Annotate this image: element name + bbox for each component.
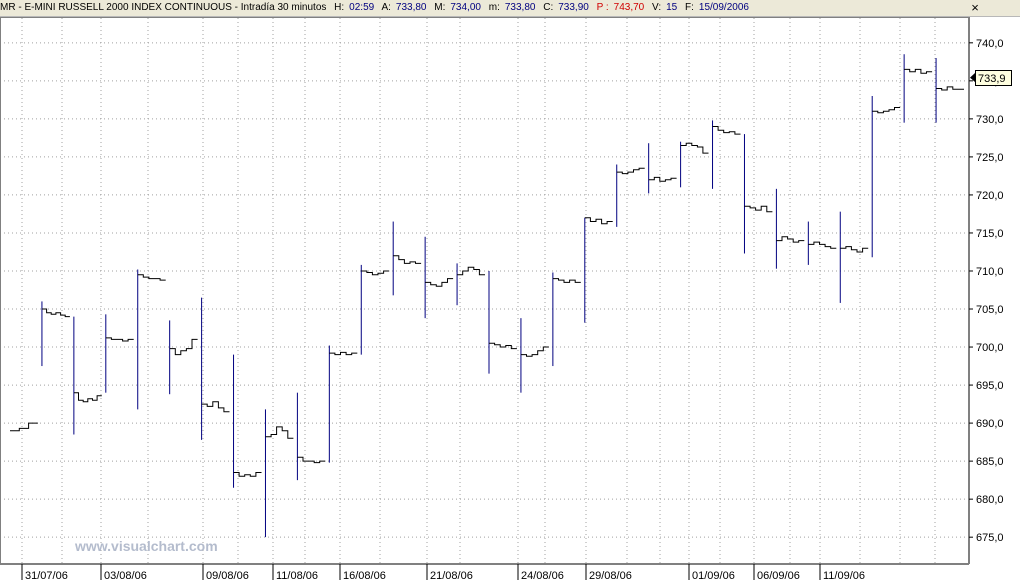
price-series — [10, 54, 964, 538]
date-label: F: — [685, 2, 694, 13]
x-tick-label: 01/09/06 — [692, 570, 735, 581]
close-value: 733,90 — [558, 2, 589, 13]
session-price-line — [265, 426, 294, 439]
session-price-line — [776, 236, 805, 243]
axis-panel — [969, 17, 1020, 581]
x-tick-label: 09/08/06 — [206, 570, 249, 581]
y-tick-label: 715,0 — [976, 228, 1004, 240]
x-tick-label: 11/09/06 — [823, 570, 865, 581]
session-price-line — [872, 107, 901, 114]
y-tick-label: 675,0 — [976, 532, 1004, 544]
session-price-line — [584, 217, 613, 225]
session-price-line — [425, 278, 454, 287]
session-price-line — [552, 278, 581, 283]
y-tick-label: 725,0 — [976, 152, 1004, 164]
x-axis: 31/07/06 03/08/06 09/08/06 11/08/06 16/08/06… — [21, 564, 865, 581]
x-tick-label: 11/08/06 — [276, 570, 318, 581]
session-price-line — [73, 392, 102, 403]
session-price-line — [201, 401, 230, 413]
symbol-title: MR - E-MINI RUSSELL 2000 INDEX CONTINUOU… — [0, 2, 327, 13]
session-price-line — [361, 270, 390, 276]
session-price-line — [520, 346, 549, 357]
p-label: P : — [596, 2, 609, 13]
session-price-line — [616, 167, 645, 175]
session-price-line — [936, 86, 964, 91]
session-price-line — [712, 126, 741, 135]
p-value: 743,70 — [613, 2, 645, 13]
volume-label: V: — [652, 2, 662, 13]
date-value: 15/09/2006 — [698, 2, 749, 13]
session-price-line — [744, 205, 773, 213]
high-value: 734,00 — [450, 2, 481, 13]
y-tick-label: 695,0 — [976, 380, 1004, 392]
session-price-line — [840, 246, 869, 253]
high-label: M: — [434, 2, 446, 13]
x-tick-label: 06/09/06 — [757, 570, 800, 581]
x-tick-label: 31/07/06 — [25, 570, 68, 581]
y-axis: 740,0735,0730,0725,0720,0715,0710,0705,0… — [969, 38, 1004, 544]
session-price-line — [329, 351, 358, 356]
low-value: 733,80 — [504, 2, 536, 13]
session-price-line — [137, 274, 166, 281]
session-price-line — [489, 342, 517, 350]
session-price-line — [904, 68, 933, 74]
y-tick-label: 700,0 — [976, 342, 1004, 354]
x-tick-label: 03/08/06 — [104, 570, 147, 581]
session-price-line — [648, 176, 677, 182]
session-price-line — [808, 241, 837, 249]
y-tick-label: 720,0 — [976, 190, 1004, 202]
session-price-line — [41, 308, 70, 318]
x-tick-label: 16/08/06 — [343, 570, 386, 581]
x-tick-label: 24/08/06 — [521, 570, 564, 581]
last-price-tag: 733,9 — [970, 70, 1012, 86]
y-tick-label: 705,0 — [976, 304, 1004, 316]
y-tick-label: 690,0 — [976, 418, 1004, 430]
session-price-line — [393, 255, 422, 264]
close-icon[interactable]: × — [971, 0, 979, 15]
y-tick-label: 740,0 — [976, 38, 1004, 50]
close-label: C: — [543, 2, 554, 13]
session-price-line — [297, 456, 326, 464]
last-price-label: 733,9 — [978, 73, 1006, 85]
y-tick-label: 685,0 — [976, 456, 1004, 468]
x-tick-label: 29/08/06 — [589, 570, 632, 581]
hour-value: 02:59 — [349, 2, 375, 13]
session-price-line — [233, 472, 262, 477]
hour-label: H: — [334, 2, 345, 13]
grid — [0, 18, 968, 563]
y-tick-label: 680,0 — [976, 494, 1004, 506]
session-price-line — [105, 337, 134, 342]
session-price-line — [680, 142, 709, 154]
session-price-line — [10, 422, 38, 432]
open-value: 733,80 — [395, 2, 427, 13]
open-label: A: — [381, 2, 391, 13]
y-tick-label: 730,0 — [976, 114, 1004, 126]
x-tick-label: 21/08/06 — [430, 570, 473, 581]
watermark: www.visualchart.com — [74, 538, 218, 554]
session-price-line — [169, 338, 198, 356]
low-label: m: — [488, 2, 500, 13]
chart-header: MR - E-MINI RUSSELL 2000 INDEX CONTINUOU… — [0, 0, 1020, 17]
session-price-line — [457, 266, 485, 276]
plot-border — [0, 17, 969, 564]
volume-value: 15 — [666, 2, 678, 13]
y-tick-label: 710,0 — [976, 266, 1004, 278]
